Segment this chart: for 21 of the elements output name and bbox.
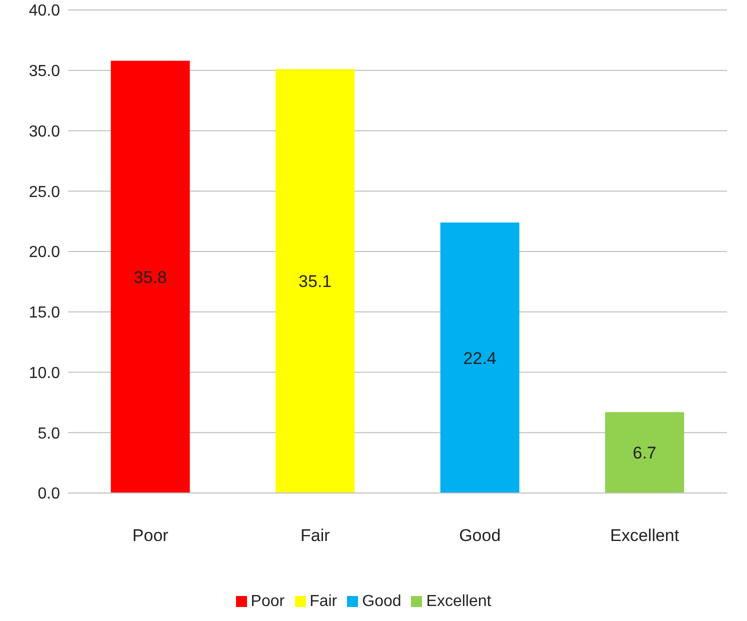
y-tick-label: 35.0	[28, 63, 60, 80]
data-label: 6.7	[632, 444, 656, 463]
data-label: 22.4	[463, 348, 496, 368]
y-tick-label: 30.0	[28, 123, 60, 140]
y-tick-label: 10.0	[28, 364, 60, 382]
legend-label: Good	[362, 593, 402, 610]
data-label: 35.8	[134, 268, 167, 287]
y-tick-label: 5.0	[38, 425, 60, 442]
y-tick-label: 20.0	[28, 244, 60, 262]
y-tick-label: 40.0	[28, 2, 60, 20]
legend-label: Fair	[310, 593, 338, 610]
data-label: 35.1	[298, 272, 332, 292]
x-tick-label: Fair	[300, 526, 330, 546]
legend-label: Excellent	[426, 593, 492, 610]
x-tick-label: Poor	[132, 526, 169, 546]
y-tick-label: 25.0	[28, 184, 60, 201]
y-tick-label: 15.0	[28, 304, 60, 322]
legend-label: Poor	[250, 593, 285, 610]
x-tick-label: Good	[459, 526, 501, 546]
y-tick-label: 0.0	[38, 486, 60, 503]
x-tick-label: Excellent	[610, 526, 680, 546]
